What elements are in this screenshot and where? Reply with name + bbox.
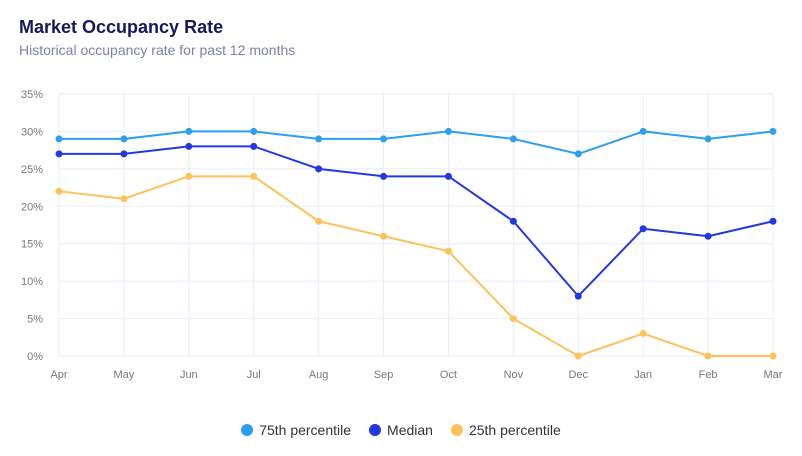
chart-title: Market Occupancy Rate [19, 17, 224, 37]
data-point [509, 217, 517, 225]
data-point [574, 292, 582, 300]
y-tick-label: 20% [21, 201, 43, 213]
data-point [250, 172, 258, 180]
y-tick-label: 5% [27, 314, 43, 326]
data-point [639, 225, 647, 233]
x-tick-label: Jan [634, 369, 652, 381]
series-line-1 [59, 145, 774, 298]
y-tick-label: 35% [21, 89, 43, 101]
data-point [444, 247, 452, 255]
legend-marker [241, 424, 254, 436]
legend-item-median[interactable]: Median [369, 422, 433, 438]
data-point [704, 352, 712, 360]
data-point [185, 172, 193, 180]
data-point [639, 127, 647, 135]
x-tick-label: Feb [699, 369, 718, 381]
legend-label: 75th percentile [259, 422, 352, 438]
data-point [185, 142, 193, 150]
y-tick-label: 25% [21, 164, 43, 176]
data-point [55, 187, 63, 195]
x-tick-label: May [114, 369, 135, 381]
data-point [315, 165, 323, 173]
line-chart: 0% 5% 10% 15% 20% 25% 30% 35% Apr May Jun Jul Aug Sep… [21, 89, 783, 381]
legend-label: 25th percentile [468, 422, 561, 438]
data-point [380, 135, 388, 143]
data-point [380, 172, 388, 180]
x-tick-label: Aug [309, 369, 329, 381]
data-point [120, 150, 128, 158]
chart-subtitle: Historical occupancy rate for past 12 mo… [19, 42, 296, 58]
data-point [769, 352, 777, 360]
legend-marker [450, 424, 463, 436]
data-point [639, 330, 647, 338]
data-point [120, 195, 128, 203]
data-point [55, 150, 63, 158]
data-point [509, 315, 517, 323]
x-tick-label: Dec [568, 369, 588, 381]
legend-marker [369, 424, 382, 436]
data-point [315, 217, 323, 225]
data-point [574, 150, 582, 158]
data-point [250, 127, 258, 135]
data-point [704, 232, 712, 240]
data-point [704, 135, 712, 143]
legend-label: Median [387, 422, 433, 438]
y-tick-label: 0% [27, 351, 43, 363]
data-point [769, 217, 777, 225]
y-tick-label: 15% [21, 239, 43, 251]
data-point [250, 142, 258, 150]
data-point [509, 135, 517, 143]
x-tick-label: Oct [440, 369, 457, 381]
x-tick-label: Jun [180, 369, 198, 381]
data-point [185, 127, 193, 135]
series-line-0 [59, 130, 774, 155]
data-point [444, 172, 452, 180]
y-tick-label: 10% [21, 276, 43, 288]
data-point [55, 135, 63, 143]
x-tick-label: Nov [504, 369, 524, 381]
x-tick-label: Sep [374, 369, 394, 381]
x-tick-label: Mar [764, 369, 783, 381]
series-line-2 [58, 175, 773, 357]
legend-item-75th[interactable]: 75th percentile [241, 422, 351, 438]
data-point [120, 135, 128, 143]
x-tick-label: Jul [247, 369, 261, 381]
data-point [769, 127, 777, 135]
legend-item-25th[interactable]: 25th percentile [450, 422, 561, 438]
data-point [315, 135, 323, 143]
y-tick-label: 30% [21, 126, 43, 138]
data-point [444, 127, 452, 135]
x-tick-label: Apr [50, 369, 67, 381]
data-point [574, 352, 582, 360]
legend: 75th percentile Median 25th percentile [0, 422, 802, 438]
data-point [380, 232, 388, 240]
